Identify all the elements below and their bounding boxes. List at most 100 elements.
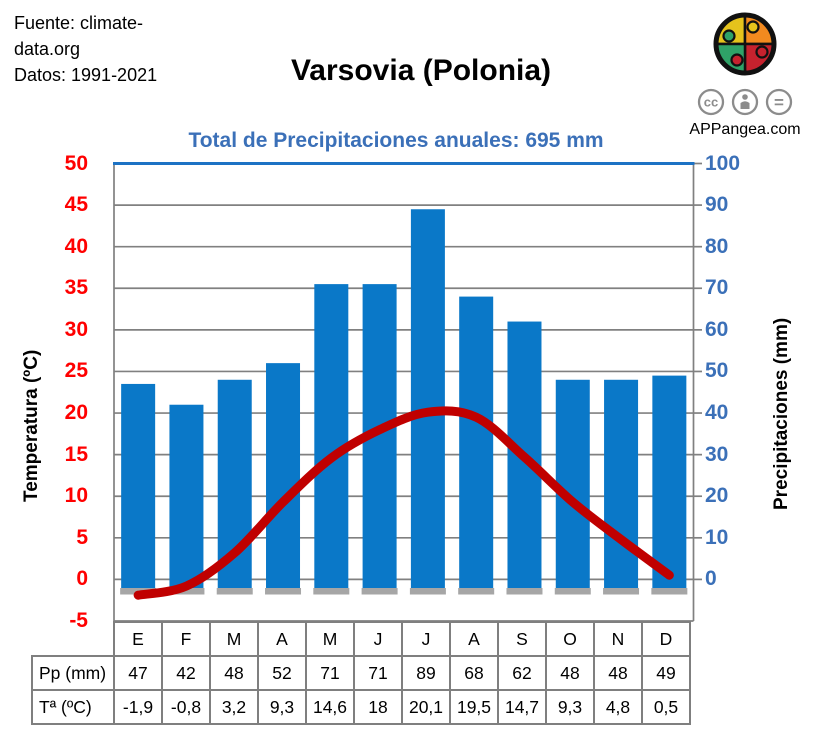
precipitation-tick-label: 80: [705, 234, 729, 258]
table-value-cell: 71: [305, 655, 355, 691]
table-value-cell: 20,1: [401, 689, 451, 725]
table-value-cell: 4,8: [593, 689, 643, 725]
precip-bar-base: [313, 588, 350, 595]
table-value-cell: 3,2: [209, 689, 259, 725]
precipitation-tick-label: 90: [705, 193, 729, 217]
precipitation-bars: [120, 209, 688, 595]
table-value-cell: 18: [353, 689, 403, 725]
table-value-cell: -1,9: [113, 689, 163, 725]
table-value-cell: 68: [449, 655, 499, 691]
month-header-cell: M: [305, 621, 355, 657]
chart-subtitle: Total de Precipitaciones anuales: 695 mm: [188, 129, 604, 152]
month-header-cell: A: [257, 621, 307, 657]
table-value-cell: 47: [113, 655, 163, 691]
precipitation-tick-label: 60: [705, 317, 729, 341]
plot-frame: [113, 162, 702, 622]
temperature-tick-label: 50: [64, 151, 88, 175]
precip-bar-base: [216, 588, 253, 595]
svg-text:=: =: [774, 93, 784, 112]
table-value-cell: 89: [401, 655, 451, 691]
cc-icon: [697, 88, 725, 116]
table-value-cell: 48: [209, 655, 259, 691]
table-value-cell: 42: [161, 655, 211, 691]
table-value-cell: 19,5: [449, 689, 499, 725]
source-line-1: Fuente: climate-: [14, 13, 144, 33]
precipitation-tick-label: 10: [705, 525, 729, 549]
month-header-cell: A: [449, 621, 499, 657]
gridlines: [114, 204, 694, 581]
precip-bar: [314, 284, 349, 588]
month-header-cell: N: [593, 621, 643, 657]
equal-icon: [765, 88, 793, 116]
temperature-tick-label: 20: [64, 401, 88, 425]
precipitation-tick-label: 70: [705, 276, 729, 300]
puzzle-knob: [746, 20, 760, 34]
source-line-2: data.org: [14, 39, 81, 59]
precip-bar-base: [265, 588, 302, 595]
puzzle-knob: [722, 29, 736, 43]
table-value-cell: -0,8: [161, 689, 211, 725]
svg-text:cc: cc: [704, 95, 718, 110]
chart-title: Varsovia (Polonia): [290, 54, 552, 87]
table-value-cell: 14,6: [305, 689, 355, 725]
table-value-cell: 0,5: [641, 689, 691, 725]
data-source-note: Fuente: climate- data.org Datos: 1991-20…: [14, 10, 157, 88]
temperature-tick-label: 45: [64, 193, 88, 217]
temperature-tick-label: -5: [69, 609, 88, 632]
precipitation-tick-label: 100: [705, 151, 741, 175]
precip-bar-base: [458, 588, 495, 595]
table-value-cell: 9,3: [257, 689, 307, 725]
month-header-cell: O: [545, 621, 595, 657]
month-header-cell: S: [497, 621, 547, 657]
precip-bar-base: [361, 588, 398, 595]
temperature-tick-label: 10: [64, 484, 88, 508]
table-value-cell: 71: [353, 655, 403, 691]
table-value-cell: 14,7: [497, 689, 547, 725]
precipitation-tick-label: 50: [705, 359, 729, 383]
table-corner-cell: [32, 622, 114, 656]
precip-bar: [121, 383, 156, 588]
table-row-label: Tª (ºC): [31, 689, 115, 725]
precip-bar: [459, 296, 494, 588]
month-header-cell: J: [353, 621, 403, 657]
appangea-logo: cc =: [686, 8, 804, 125]
table-value-cell: 9,3: [545, 689, 595, 725]
precip-bar-base: [409, 588, 446, 595]
monthly-data-table: E F M A M J J A S O N D Pp (mm) 47 42 48 52 71 71 89 68 62 48 4…: [31, 621, 691, 725]
table-value-cell: 52: [257, 655, 307, 691]
month-header-cell: D: [641, 621, 691, 657]
temperature-tick-label: 30: [64, 317, 88, 341]
precip-bar: [410, 209, 445, 588]
puzzle-globe-icon: cc =: [697, 12, 793, 116]
table-value-cell: 62: [497, 655, 547, 691]
month-header-cell: F: [161, 621, 211, 657]
table-row-label: Pp (mm): [31, 655, 115, 691]
temperature-tick-label: 5: [76, 525, 88, 549]
precipitation-tick-label: 40: [705, 401, 729, 425]
brand-site-label: APPangea.com: [689, 121, 801, 138]
temperature-tick-label: 35: [64, 276, 88, 300]
puzzle-knob: [730, 53, 744, 67]
temperature-line: [133, 406, 674, 600]
precip-bar: [555, 379, 590, 588]
precip-bar: [604, 379, 639, 588]
month-header-cell: M: [209, 621, 259, 657]
precip-bar-base: [506, 588, 543, 595]
precip-bar: [266, 363, 301, 588]
precip-bar-base: [168, 588, 205, 595]
month-header-cell: J: [401, 621, 451, 657]
table-value-cell: 49: [641, 655, 691, 691]
temperature-tick-label: 0: [76, 567, 88, 591]
puzzle-knob: [755, 45, 769, 59]
precip-bar-base: [651, 588, 688, 595]
precipitation-tick-label: 20: [705, 484, 729, 508]
attribution-icon: [731, 88, 759, 116]
precipitation-tick-label: 0: [705, 567, 717, 591]
table-value-cell: 48: [593, 655, 643, 691]
temperature-tick-label: 25: [64, 359, 88, 383]
source-line-3: Datos: 1991-2021: [14, 65, 158, 85]
month-header-cell: E: [113, 621, 163, 657]
temperature-tick-label: 40: [64, 234, 88, 258]
